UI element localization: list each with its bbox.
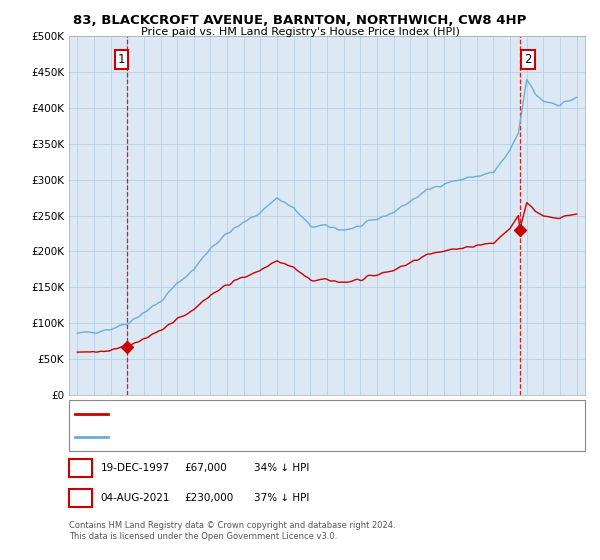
- Text: 2: 2: [524, 53, 532, 66]
- Text: Price paid vs. HM Land Registry's House Price Index (HPI): Price paid vs. HM Land Registry's House …: [140, 27, 460, 37]
- Text: 37% ↓ HPI: 37% ↓ HPI: [254, 493, 309, 503]
- Text: Contains HM Land Registry data © Crown copyright and database right 2024.
This d: Contains HM Land Registry data © Crown c…: [69, 521, 395, 541]
- Text: 34% ↓ HPI: 34% ↓ HPI: [254, 463, 309, 473]
- Text: 83, BLACKCROFT AVENUE, BARNTON, NORTHWICH, CW8 4HP: 83, BLACKCROFT AVENUE, BARNTON, NORTHWIC…: [73, 14, 527, 27]
- Text: 1: 1: [77, 461, 84, 474]
- Text: 19-DEC-1997: 19-DEC-1997: [101, 463, 170, 473]
- Text: 2: 2: [77, 492, 84, 505]
- Text: £230,000: £230,000: [185, 493, 234, 503]
- Text: 1: 1: [118, 53, 125, 66]
- Text: HPI: Average price, detached house, Cheshire West and Chester: HPI: Average price, detached house, Ches…: [114, 432, 427, 442]
- Text: 04-AUG-2021: 04-AUG-2021: [101, 493, 170, 503]
- Text: 83, BLACKCROFT AVENUE, BARNTON, NORTHWICH, CW8 4HP (detached house): 83, BLACKCROFT AVENUE, BARNTON, NORTHWIC…: [114, 409, 502, 419]
- Text: £67,000: £67,000: [185, 463, 227, 473]
